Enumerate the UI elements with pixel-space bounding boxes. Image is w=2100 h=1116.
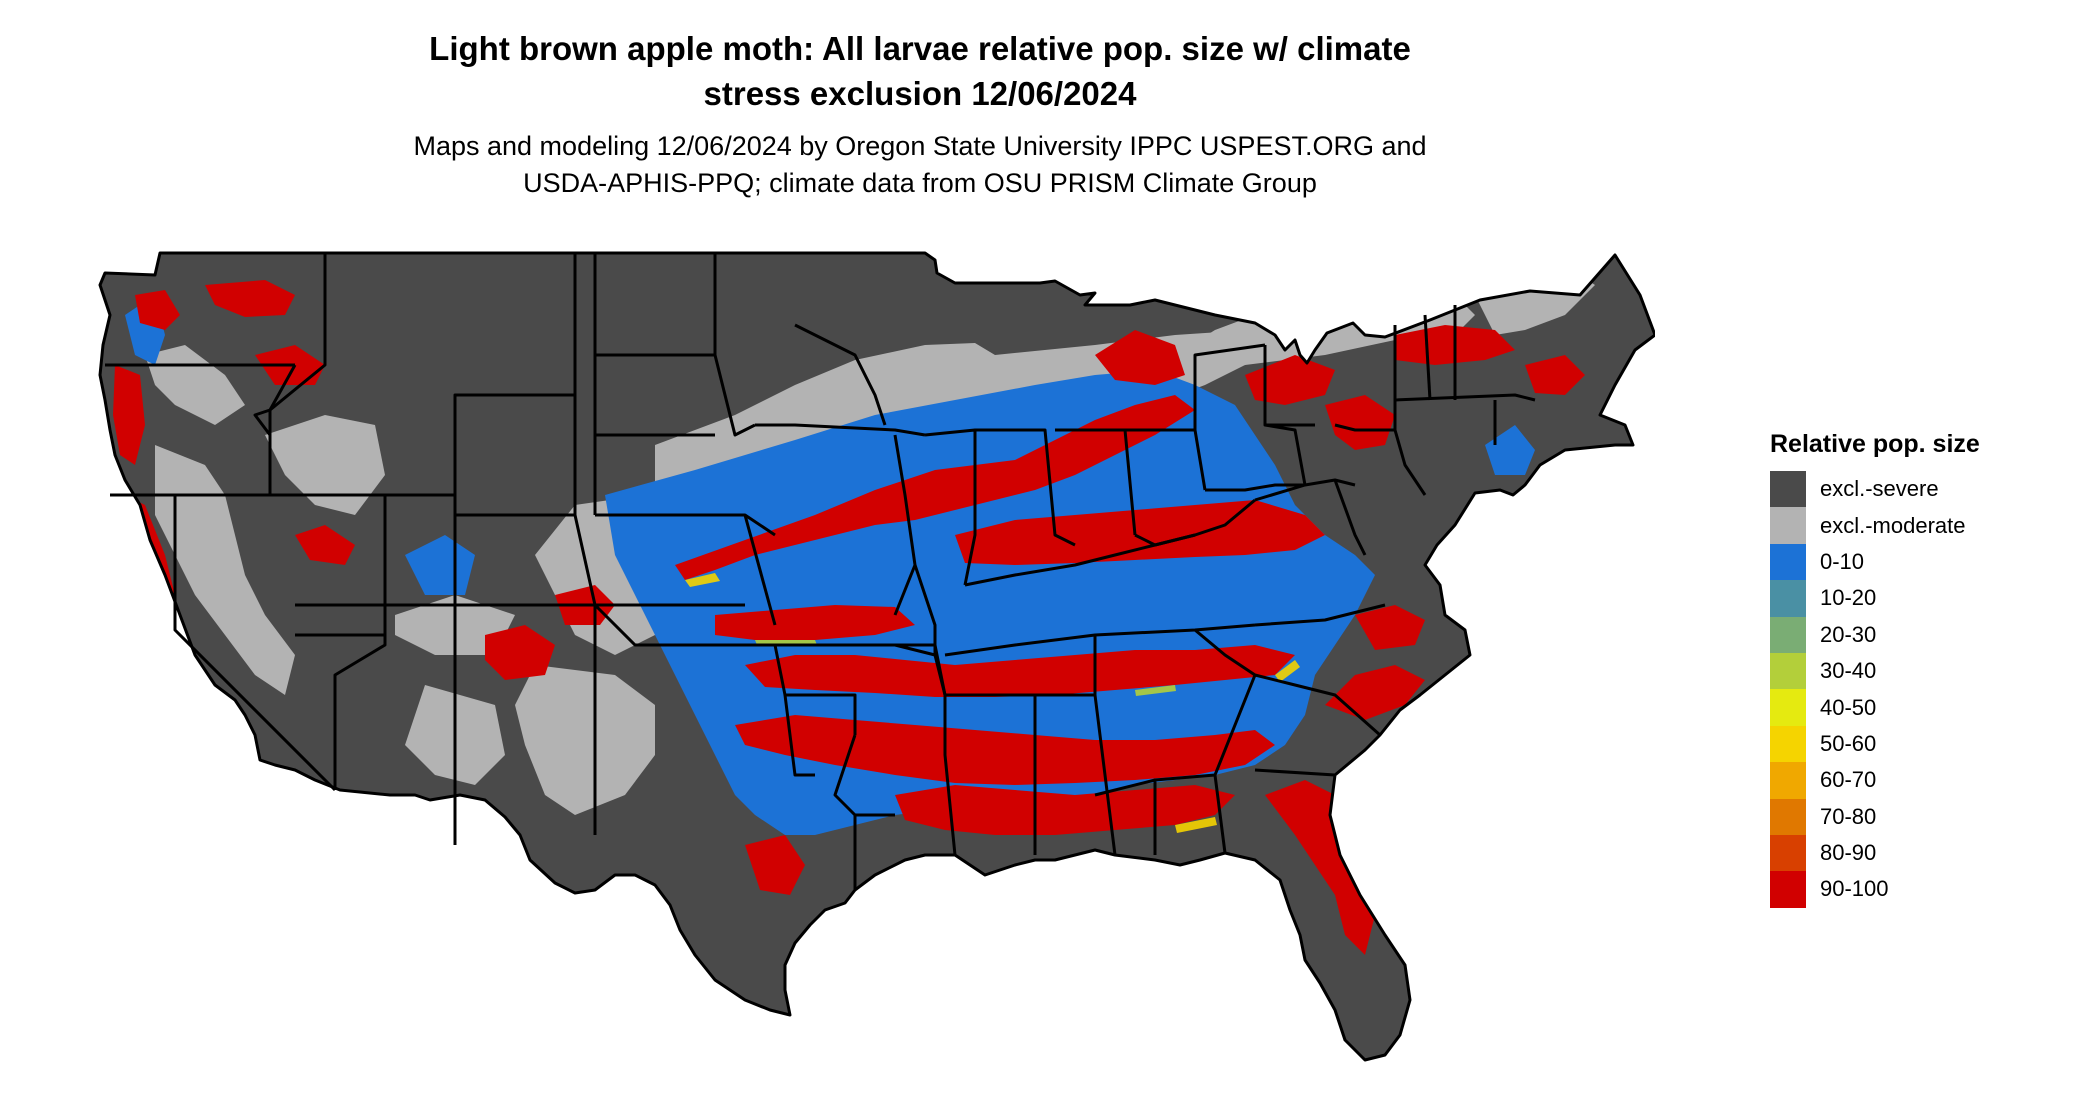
map-subtitle-line-2: USDA-APHIS-PPQ; climate data from OSU PR…: [523, 168, 1317, 198]
legend-item: excl.-severe: [1770, 471, 1980, 508]
legend-item: 50-60: [1770, 725, 1980, 763]
legend-swatch: [1770, 652, 1806, 690]
legend-label: 50-60: [1820, 730, 1877, 756]
legend-title: Relative pop. size: [1770, 430, 1980, 458]
legend-label: 70-80: [1820, 803, 1877, 829]
legend-swatch: [1770, 762, 1806, 799]
legend-item: 0-10: [1770, 543, 1980, 581]
legend-item: 80-90: [1770, 834, 1980, 872]
legend-swatch: [1770, 471, 1806, 508]
map-fill-layers: [100, 253, 1655, 1060]
legend-label: 10-20: [1820, 585, 1877, 611]
map-title-line-1: Light brown apple moth: All larvae relat…: [429, 30, 1411, 67]
legend-label: excl.-severe: [1820, 476, 1939, 502]
legend-swatch: [1770, 616, 1806, 653]
legend-swatch: [1770, 543, 1806, 581]
legend-item: 10-20: [1770, 580, 1980, 617]
legend-label: excl.-moderate: [1820, 512, 1966, 538]
map-subtitle-line-1: Maps and modeling 12/06/2024 by Oregon S…: [413, 131, 1427, 161]
legend-rows: excl.-severe excl.-moderate 0-10 10-20 20-30…: [1770, 471, 1980, 908]
state-boundaries: [98, 251, 1655, 1062]
map-title-line-2: stress exclusion 12/06/2024: [703, 75, 1137, 112]
legend-item: 70-80: [1770, 798, 1980, 835]
legend-label: 60-70: [1820, 767, 1877, 793]
legend-label: 0-10: [1820, 548, 1865, 574]
legend-item: 60-70: [1770, 762, 1980, 799]
map-legend: Relative pop. size excl.-severe excl.-mod…: [1770, 430, 1980, 908]
legend-label: 40-50: [1820, 694, 1877, 720]
legend-label: 30-40: [1820, 658, 1877, 684]
legend-item: 30-40: [1770, 652, 1980, 690]
map-subtitle: Maps and modeling 12/06/2024 by Oregon S…: [330, 128, 1510, 202]
legend-item: excl.-moderate: [1770, 507, 1980, 544]
legend-item: 90-100: [1770, 871, 1980, 908]
legend-swatch: [1770, 580, 1806, 617]
us-map: [98, 251, 1655, 1062]
legend-swatch: [1770, 798, 1806, 835]
legend-swatch: [1770, 725, 1806, 763]
legend-swatch: [1770, 834, 1806, 872]
legend-item: 20-30: [1770, 616, 1980, 653]
legend-swatch: [1770, 871, 1806, 908]
legend-label: 20-30: [1820, 621, 1877, 647]
legend-label: 90-100: [1820, 876, 1889, 902]
legend-item: 40-50: [1770, 689, 1980, 726]
legend-swatch: [1770, 507, 1806, 544]
map-title: Light brown apple moth: All larvae relat…: [330, 26, 1510, 116]
legend-swatch: [1770, 689, 1806, 726]
legend-label: 80-90: [1820, 840, 1877, 866]
